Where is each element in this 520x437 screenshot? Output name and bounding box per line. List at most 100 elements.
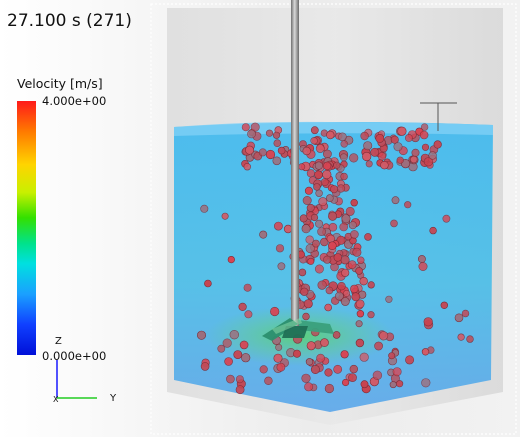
particle [405, 355, 415, 365]
particle [370, 147, 380, 157]
particle [305, 235, 314, 244]
particle [341, 268, 350, 277]
particle [304, 382, 314, 392]
particle [238, 302, 247, 312]
particle [466, 335, 474, 343]
particle [418, 261, 428, 271]
particle [349, 153, 359, 163]
particle [277, 262, 286, 271]
particle [355, 267, 363, 275]
particle [336, 184, 346, 193]
particle [348, 373, 357, 382]
time-label: 27.100 s (271) [7, 11, 132, 31]
particle [325, 286, 334, 295]
particle [351, 292, 361, 302]
particle [314, 264, 324, 274]
particle [324, 303, 333, 312]
particle [330, 185, 339, 194]
particle [276, 362, 286, 372]
particle [428, 151, 437, 160]
particle [389, 381, 397, 389]
particle [355, 338, 365, 348]
particle [377, 152, 387, 161]
level-probe [420, 102, 457, 131]
axis-y-label: Y [109, 393, 117, 404]
particle [350, 230, 359, 239]
particle [275, 343, 283, 351]
particle [200, 362, 210, 371]
particle [339, 153, 348, 162]
particle [457, 333, 465, 341]
particle [305, 243, 315, 254]
legend-title: Velocity [m/s] [17, 76, 103, 91]
particle [247, 129, 256, 139]
particle [302, 196, 312, 206]
particle [420, 123, 429, 131]
particle [340, 350, 349, 359]
particle [315, 189, 323, 197]
particle [324, 368, 333, 377]
particle [421, 143, 430, 151]
particle [316, 353, 325, 363]
particle [322, 149, 332, 159]
axis-z-label: Z [55, 336, 62, 347]
particle [239, 340, 249, 350]
impeller-shaft [291, 0, 299, 326]
particle [396, 380, 404, 388]
particle [390, 219, 398, 228]
particle [301, 224, 311, 234]
particle [410, 155, 418, 164]
particle [265, 129, 274, 137]
particle [273, 139, 282, 147]
particle [333, 161, 341, 169]
particle [303, 299, 313, 309]
particle [340, 297, 350, 306]
particle [307, 257, 315, 265]
particle [322, 169, 332, 180]
particle [393, 142, 403, 152]
particle [315, 144, 325, 153]
particle [440, 301, 448, 309]
particle [345, 206, 355, 216]
particle [390, 135, 399, 144]
impeller [262, 318, 334, 341]
particle [333, 364, 343, 374]
particle [318, 197, 328, 207]
particle [298, 163, 306, 171]
particle [200, 204, 209, 213]
particle [233, 350, 243, 359]
particle [222, 338, 232, 348]
particle [226, 374, 235, 384]
axis-x-label: X [53, 395, 59, 404]
particle [355, 299, 365, 309]
particle [310, 137, 318, 145]
particle [350, 199, 358, 207]
particle [388, 352, 396, 360]
particle [273, 353, 283, 363]
particle [362, 151, 372, 162]
particle-cloud [197, 122, 474, 395]
particle [327, 241, 337, 250]
particle [391, 196, 400, 205]
particle [340, 172, 348, 181]
particle [306, 169, 316, 178]
particle [224, 357, 233, 366]
particle [244, 310, 253, 319]
particle [314, 170, 323, 180]
particle [411, 148, 420, 157]
particle [355, 320, 363, 328]
particle [317, 280, 327, 290]
particle [241, 353, 251, 363]
particle [338, 132, 347, 142]
particle [357, 256, 365, 264]
particle [322, 161, 332, 171]
particle [275, 244, 285, 253]
particle [374, 341, 383, 351]
particle [317, 227, 326, 236]
particle [305, 358, 314, 366]
particle [245, 145, 255, 155]
particle [364, 233, 372, 241]
particle [421, 378, 431, 388]
particle [302, 146, 311, 156]
